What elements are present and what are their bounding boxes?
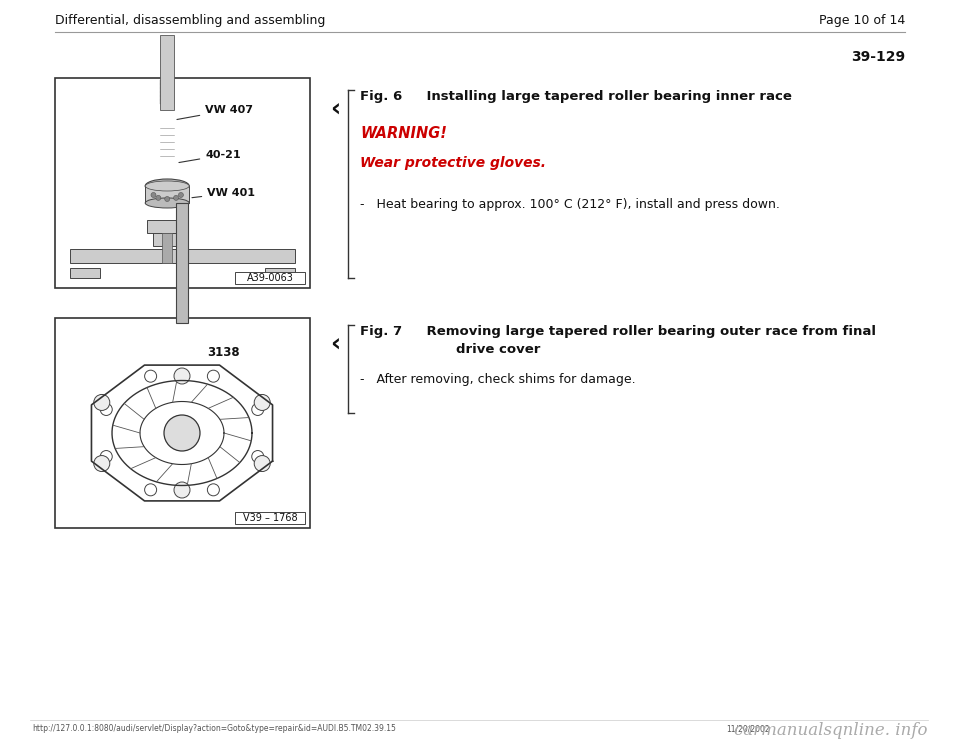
Circle shape: [94, 395, 109, 410]
Text: Installing large tapered roller bearing inner race: Installing large tapered roller bearing …: [408, 90, 792, 103]
Text: A39-0063: A39-0063: [247, 273, 294, 283]
Circle shape: [207, 484, 220, 496]
Text: WARNING!: WARNING!: [360, 126, 446, 141]
Circle shape: [254, 395, 270, 410]
Circle shape: [174, 195, 179, 200]
Text: Fig. 6: Fig. 6: [360, 90, 402, 103]
Circle shape: [100, 450, 112, 462]
Text: V39 – 1768: V39 – 1768: [243, 513, 298, 523]
Text: ‹: ‹: [330, 333, 340, 357]
Bar: [235, 272, 305, 284]
Bar: [145, 186, 189, 203]
Ellipse shape: [145, 181, 189, 191]
Circle shape: [207, 370, 220, 382]
Text: carmanualsqnline. info: carmanualsqnline. info: [734, 722, 928, 739]
Text: Fig. 7: Fig. 7: [360, 325, 402, 338]
Text: Page 10 of 14: Page 10 of 14: [819, 14, 905, 27]
Text: 39-129: 39-129: [851, 50, 905, 64]
Circle shape: [252, 404, 264, 416]
Bar: [160, 88, 174, 92]
Text: -   Heat bearing to approx. 100° C (212° F), install and press down.: - Heat bearing to approx. 100° C (212° F…: [360, 198, 780, 211]
Circle shape: [94, 456, 109, 472]
Bar: [154, 229, 181, 246]
Circle shape: [145, 484, 156, 496]
Text: Wear protective gloves.: Wear protective gloves.: [360, 156, 546, 170]
Circle shape: [165, 197, 170, 202]
Bar: [160, 100, 174, 104]
Text: http://127.0.0.1:8080/audi/servlet/Display?action=Goto&type=repair&id=AUDI.B5.TM: http://127.0.0.1:8080/audi/servlet/Displ…: [32, 724, 396, 733]
Bar: [160, 96, 174, 100]
Circle shape: [145, 370, 156, 382]
Circle shape: [151, 192, 156, 197]
Bar: [160, 84, 174, 88]
Bar: [162, 233, 172, 263]
Bar: [160, 35, 174, 110]
Bar: [55, 318, 310, 528]
Text: Removing large tapered roller bearing outer race from final: Removing large tapered roller bearing ou…: [408, 325, 876, 338]
Bar: [70, 268, 100, 278]
Text: 40-21: 40-21: [179, 150, 241, 162]
Bar: [70, 249, 295, 263]
Text: drive cover: drive cover: [456, 343, 540, 356]
Bar: [147, 220, 187, 233]
Text: Differential, disassembling and assembling: Differential, disassembling and assembli…: [55, 14, 325, 27]
Text: 11/20/2002: 11/20/2002: [727, 724, 770, 733]
Circle shape: [174, 368, 190, 384]
Circle shape: [252, 450, 264, 462]
Ellipse shape: [145, 179, 189, 193]
Text: 3138: 3138: [207, 346, 240, 359]
Bar: [160, 92, 174, 96]
Circle shape: [100, 404, 112, 416]
Bar: [160, 80, 174, 84]
Circle shape: [164, 415, 200, 451]
Circle shape: [174, 482, 190, 498]
Circle shape: [254, 456, 270, 472]
Text: ‹: ‹: [330, 98, 340, 122]
Bar: [55, 78, 310, 288]
Circle shape: [179, 192, 183, 197]
Bar: [176, 203, 188, 323]
Text: VW 407: VW 407: [177, 105, 253, 119]
Circle shape: [156, 195, 161, 200]
Ellipse shape: [145, 198, 189, 208]
Text: VW 401: VW 401: [192, 188, 255, 198]
Bar: [235, 512, 305, 524]
Text: -   After removing, check shims for damage.: - After removing, check shims for damage…: [360, 373, 636, 386]
Bar: [265, 268, 295, 278]
